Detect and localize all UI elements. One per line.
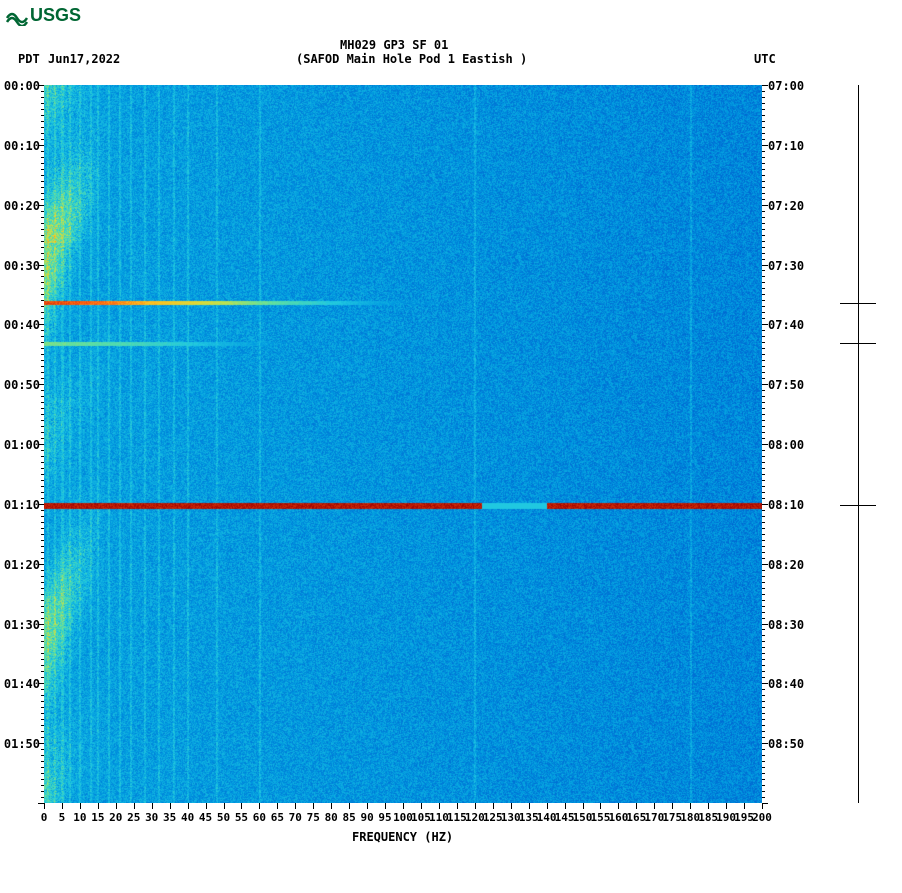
x-label: 110 bbox=[429, 811, 449, 824]
y-left-label: 01:20 bbox=[0, 558, 40, 572]
y-left-label: 01:30 bbox=[0, 618, 40, 632]
y-right-label: 07:30 bbox=[768, 259, 804, 273]
usgs-logo-text: USGS bbox=[30, 5, 81, 26]
y-right-label: 08:50 bbox=[768, 737, 804, 751]
header-title-line2: (SAFOD Main Hole Pod 1 Eastish ) bbox=[296, 52, 527, 66]
x-label: 15 bbox=[91, 811, 104, 824]
x-label: 95 bbox=[378, 811, 391, 824]
x-label: 20 bbox=[109, 811, 122, 824]
x-label: 120 bbox=[465, 811, 485, 824]
y-left-label: 00:20 bbox=[0, 199, 40, 213]
scale-event-mark bbox=[840, 343, 876, 344]
x-label: 50 bbox=[217, 811, 230, 824]
y-right-label: 07:50 bbox=[768, 378, 804, 392]
x-label: 85 bbox=[343, 811, 356, 824]
scale-vertical-line bbox=[858, 85, 859, 803]
y-right-label: 08:00 bbox=[768, 438, 804, 452]
y-right-label: 07:00 bbox=[768, 79, 804, 93]
x-label: 160 bbox=[608, 811, 628, 824]
spectrogram-canvas bbox=[44, 85, 762, 803]
x-label: 90 bbox=[360, 811, 373, 824]
x-label: 55 bbox=[235, 811, 248, 824]
y-left-label: 00:40 bbox=[0, 318, 40, 332]
y-left-label: 00:30 bbox=[0, 259, 40, 273]
x-label: 45 bbox=[199, 811, 212, 824]
y-left-label: 01:40 bbox=[0, 677, 40, 691]
x-label: 170 bbox=[644, 811, 664, 824]
y-left-label: 00:00 bbox=[0, 79, 40, 93]
x-label: 100 bbox=[393, 811, 413, 824]
y-right-label: 08:20 bbox=[768, 558, 804, 572]
scale-event-mark bbox=[840, 303, 876, 304]
y-right-label: 08:30 bbox=[768, 618, 804, 632]
x-label: 10 bbox=[73, 811, 86, 824]
x-label: 200 bbox=[752, 811, 772, 824]
x-label: 195 bbox=[734, 811, 754, 824]
y-right-label: 07:40 bbox=[768, 318, 804, 332]
usgs-logo: USGS bbox=[6, 4, 81, 26]
right-timezone: UTC bbox=[754, 52, 776, 66]
x-label: 135 bbox=[519, 811, 539, 824]
x-label: 40 bbox=[181, 811, 194, 824]
usgs-wave-icon bbox=[6, 4, 28, 26]
x-label: 175 bbox=[662, 811, 682, 824]
x-label: 115 bbox=[447, 811, 467, 824]
x-label: 60 bbox=[253, 811, 266, 824]
y-right-label: 08:10 bbox=[768, 498, 804, 512]
y-left-label: 00:50 bbox=[0, 378, 40, 392]
left-timezone: PDT bbox=[18, 52, 40, 66]
x-label: 105 bbox=[411, 811, 431, 824]
x-label: 150 bbox=[573, 811, 593, 824]
x-label: 145 bbox=[555, 811, 575, 824]
scale-event-mark bbox=[840, 505, 876, 506]
x-label: 155 bbox=[591, 811, 611, 824]
header-title-line1: MH029 GP3 SF 01 bbox=[340, 38, 448, 52]
x-label: 180 bbox=[680, 811, 700, 824]
x-label: 165 bbox=[626, 811, 646, 824]
spectrogram-chart bbox=[44, 85, 762, 803]
y-right-label: 08:40 bbox=[768, 677, 804, 691]
y-left-label: 01:10 bbox=[0, 498, 40, 512]
y-left-label: 01:50 bbox=[0, 737, 40, 751]
x-label: 140 bbox=[537, 811, 557, 824]
x-label: 25 bbox=[127, 811, 140, 824]
x-label: 70 bbox=[289, 811, 302, 824]
x-label: 130 bbox=[501, 811, 521, 824]
y-left-label: 01:00 bbox=[0, 438, 40, 452]
x-label: 125 bbox=[483, 811, 503, 824]
y-right-label: 07:20 bbox=[768, 199, 804, 213]
x-label: 80 bbox=[325, 811, 338, 824]
x-label: 190 bbox=[716, 811, 736, 824]
x-label: 75 bbox=[307, 811, 320, 824]
x-label: 0 bbox=[41, 811, 48, 824]
y-right-label: 07:10 bbox=[768, 139, 804, 153]
x-label: 65 bbox=[271, 811, 284, 824]
x-axis-title: FREQUENCY (HZ) bbox=[352, 830, 453, 844]
x-label: 35 bbox=[163, 811, 176, 824]
x-label: 5 bbox=[59, 811, 66, 824]
y-left-label: 00:10 bbox=[0, 139, 40, 153]
x-label: 185 bbox=[698, 811, 718, 824]
x-label: 30 bbox=[145, 811, 158, 824]
header-date: Jun17,2022 bbox=[48, 52, 120, 66]
